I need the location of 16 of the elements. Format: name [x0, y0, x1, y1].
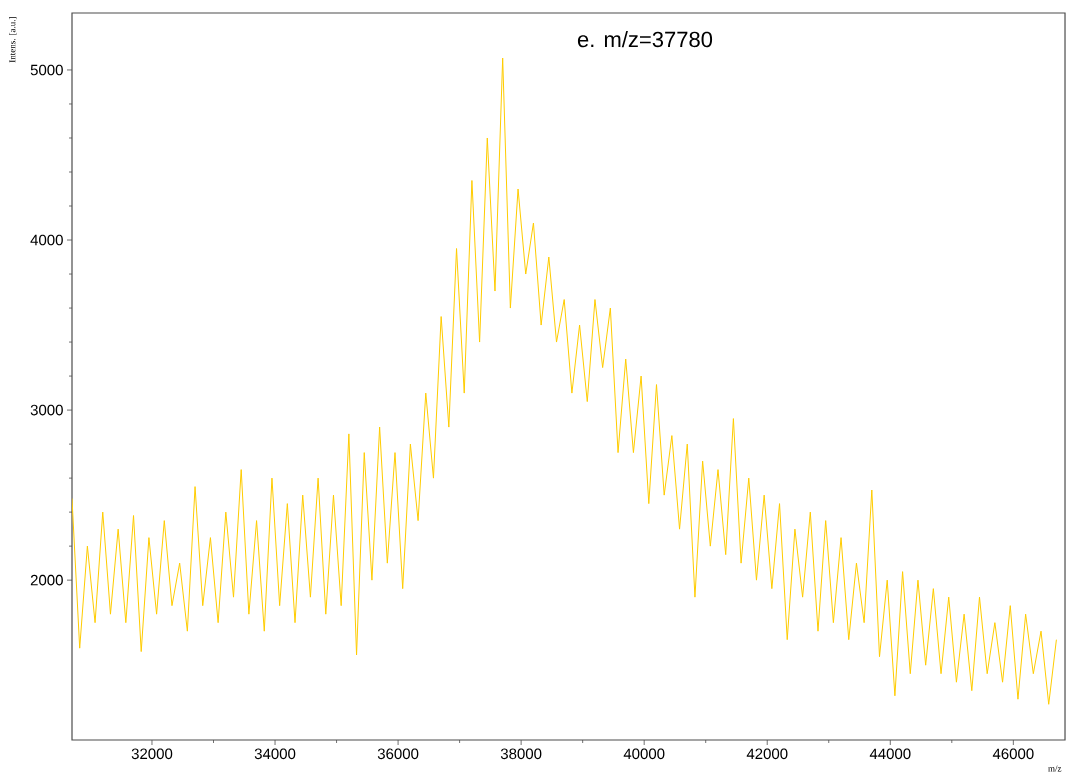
x-tick-label: 42000	[746, 748, 788, 760]
x-tick-label: 44000	[869, 748, 911, 760]
x-axis-title: m/z	[1048, 765, 1062, 772]
x-tick-label: 32000	[131, 748, 173, 760]
y-tick-label: 5000	[30, 64, 63, 76]
line-series	[72, 57, 1057, 705]
x-tick-label: 40000	[623, 748, 665, 760]
x-tick-label: 46000	[992, 748, 1034, 760]
annotation: e. m/z=37780	[577, 31, 713, 48]
y-tick-label: 4000	[30, 234, 63, 246]
x-tick-label: 36000	[377, 748, 419, 760]
x-tick-label: 38000	[500, 748, 542, 760]
y-tick-label: 2000	[30, 574, 63, 586]
y-tick-label: 3000	[30, 404, 63, 416]
y-axis-title: Intens. [a.u.]	[9, 17, 17, 63]
x-tick-label: 34000	[254, 748, 296, 760]
